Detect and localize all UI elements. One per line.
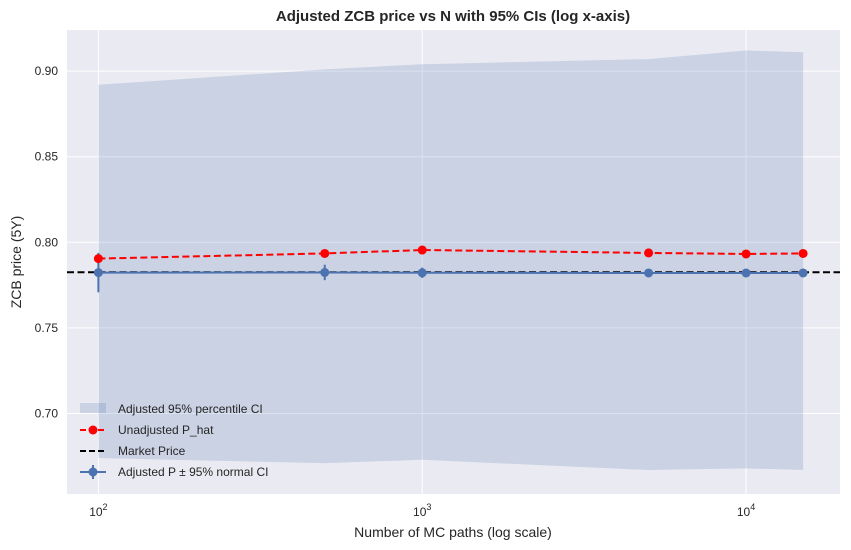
adjusted-line (98, 271, 804, 274)
y-tick-label: 0.85 (35, 150, 59, 164)
unadjusted-series-layer (93, 245, 808, 264)
legend-label-band: Adjusted 95% percentile CI (118, 402, 263, 416)
unadjusted-point (798, 248, 808, 258)
x-tick-label: 104 (737, 502, 755, 519)
y-tick-label: 0.80 (35, 235, 59, 249)
adjusted-point (417, 268, 427, 278)
y-tick-label: 0.90 (35, 64, 59, 78)
unadjusted-point (93, 254, 103, 264)
legend: Adjusted 95% percentile CI Unadjusted P_… (80, 402, 268, 479)
plot-area (67, 30, 840, 494)
legend-label-market: Market Price (118, 444, 186, 458)
unadjusted-point (644, 248, 654, 258)
legend-marker-unadjusted (88, 425, 98, 435)
x-tick-label: 102 (89, 502, 107, 519)
legend-swatch-band (80, 403, 106, 413)
adjusted-point (741, 268, 751, 278)
unadjusted-line (98, 249, 804, 260)
adjusted-point (320, 267, 330, 277)
percentile-ci-band (98, 50, 804, 471)
x-tick-label: 103 (413, 502, 431, 519)
y-tick-label: 0.70 (35, 407, 59, 421)
adjusted-point (798, 268, 808, 278)
y-axis-label: ZCB price (5Y) (8, 216, 24, 309)
unadjusted-point (320, 248, 330, 258)
chart-title: Adjusted ZCB price vs N with 95% CIs (lo… (276, 8, 630, 25)
legend-marker-adjusted (88, 467, 98, 477)
adjusted-series-layer (93, 252, 808, 293)
unadjusted-point (417, 245, 427, 255)
x-axis-label: Number of MC paths (log scale) (354, 524, 552, 540)
unadjusted-point (741, 249, 751, 259)
percentile-band-layer (98, 50, 804, 471)
legend-label-unadjusted: Unadjusted P_hat (118, 423, 214, 437)
adjusted-point (93, 268, 103, 278)
y-tick-label: 0.75 (35, 321, 59, 335)
adjusted-point (644, 268, 654, 278)
legend-label-adjusted: Adjusted P ± 95% normal CI (118, 465, 268, 479)
tick-labels: 0.70 0.75 0.80 0.85 0.90 102 103 104 (35, 64, 756, 519)
